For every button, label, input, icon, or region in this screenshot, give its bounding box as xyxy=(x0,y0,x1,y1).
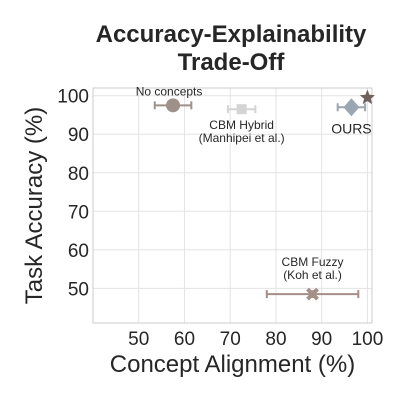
y-tick-label-50: 50 xyxy=(68,279,89,300)
y-tick-label-90: 90 xyxy=(68,125,89,146)
point-marker xyxy=(306,287,319,301)
x-tick-label-60: 60 xyxy=(174,329,195,350)
point-label: CBM Hybrid xyxy=(209,118,274,132)
point-label: (Koh et al.) xyxy=(283,268,342,282)
plot-area xyxy=(93,88,372,323)
y-tick-label-70: 70 xyxy=(68,202,89,223)
point-marker xyxy=(343,98,360,117)
x-axis-label: Concept Alignment (%) xyxy=(110,351,355,378)
y-tick-label-60: 60 xyxy=(68,241,89,262)
point-marker xyxy=(359,89,375,105)
y-axis-label: Task Accuracy (%) xyxy=(21,107,48,304)
y-tick-label-100: 100 xyxy=(57,87,89,108)
chart-title-line-1: Accuracy-Explainability xyxy=(96,21,367,48)
y-tick-label-80: 80 xyxy=(68,164,89,185)
x-tick-label-70: 70 xyxy=(220,329,241,350)
point-label: OURS xyxy=(331,120,371,136)
chart-title-line-2: Trade-Off xyxy=(178,49,286,76)
x-tick-label-100: 100 xyxy=(352,329,384,350)
x-tick-label-80: 80 xyxy=(265,329,286,350)
point-label: (Manhipei et al.) xyxy=(199,131,285,145)
point-label: CBM Fuzzy xyxy=(282,255,344,269)
point-marker xyxy=(236,104,247,115)
plot-frame xyxy=(92,87,373,324)
x-tick-label-50: 50 xyxy=(128,329,149,350)
x-tick-label-90: 90 xyxy=(311,329,332,350)
point-marker xyxy=(166,98,181,113)
point-label: No concepts xyxy=(136,84,203,98)
